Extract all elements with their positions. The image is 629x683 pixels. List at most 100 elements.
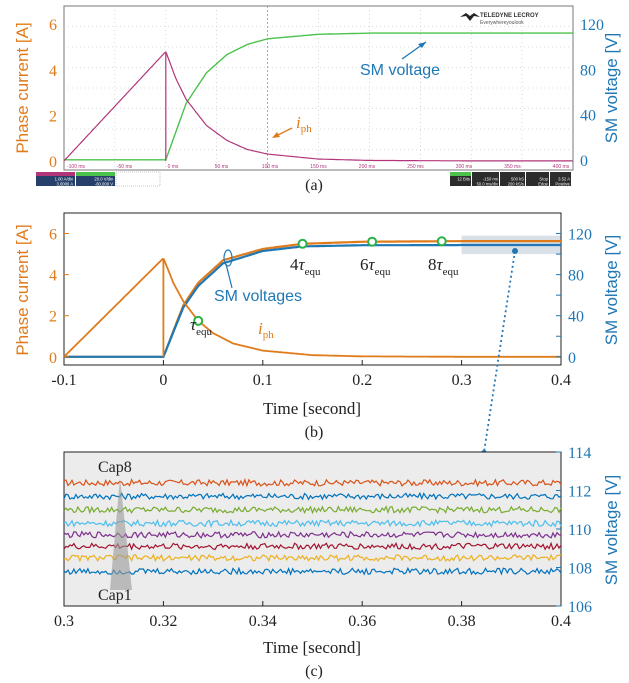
cap-bracket-wedge bbox=[110, 478, 132, 590]
status-chip-right-line2: 50.0 ms/div bbox=[477, 182, 499, 187]
panel-c-x-tick-label: 0.4 bbox=[551, 613, 571, 630]
phase-current-curve bbox=[63, 258, 561, 358]
sm-voltage-upper-curve bbox=[64, 240, 561, 358]
cap8-label: Cap8 bbox=[98, 459, 132, 476]
panel-c-right-axis-label: SM voltage [V] bbox=[602, 475, 621, 586]
status-chip-header bbox=[36, 172, 75, 176]
tau-label-subscript: equ bbox=[305, 266, 321, 278]
tau-label-multiplier: 8 bbox=[428, 255, 437, 274]
status-chip-right-line1: 12 Bits bbox=[457, 177, 470, 182]
panel-b-right-tick-label: 80 bbox=[568, 268, 584, 285]
sm-voltage-arrowhead bbox=[418, 42, 426, 48]
brand-text: TELEDYNE LECROY bbox=[480, 13, 539, 19]
panel-b-right-tick-label: 120 bbox=[568, 227, 592, 244]
scope-brand-logo: TELEDYNE LECROY Everywhereyoulook bbox=[460, 13, 539, 26]
panel-c-right-ticks: 106 108 110 112 114 bbox=[556, 445, 592, 616]
panel-c-x-tick-label: 0.38 bbox=[448, 613, 476, 630]
scope-time-ticks: -100 ms -50 ms 0 ms 50 ms 100 ms 150 ms 200 ms… bbox=[67, 164, 570, 170]
tau-label-symbol: τ bbox=[369, 255, 376, 274]
panel-b: -0.1 0 0.1 0.2 0.3 0.4 0 2 4 6 0 40 80 120 Phase cu… bbox=[13, 212, 621, 441]
tau-label: 4τequ bbox=[290, 255, 321, 278]
tau-marker bbox=[367, 236, 378, 247]
capacitor-voltage-trace bbox=[63, 518, 562, 528]
tau-label-symbol: τ bbox=[190, 315, 197, 334]
scope-time-tick-label: 150 ms bbox=[310, 164, 327, 170]
panel-b-left-tick-label: 6 bbox=[49, 227, 57, 244]
panel-c-x-tick-label: 0.3 bbox=[54, 613, 74, 630]
scope-time-tick-label: -100 ms bbox=[67, 164, 86, 170]
panel-b-x-tick-label: 0.3 bbox=[452, 372, 472, 389]
panel-c-x-tick-label: 0.36 bbox=[348, 613, 376, 630]
panel-b-left-tick-label: 2 bbox=[49, 309, 57, 326]
panel-b-left-axis-label: Phase current [A] bbox=[13, 224, 32, 355]
status-chip-right-line1: -150 ms bbox=[483, 177, 498, 182]
tau-marker bbox=[297, 238, 308, 249]
panel-b-right-axis-label: SM voltage [V] bbox=[602, 235, 621, 346]
status-chip-right bbox=[550, 172, 571, 186]
scope-time-tick-label: 250 ms bbox=[407, 164, 424, 170]
iph-arrowhead-a bbox=[272, 132, 280, 138]
panel-b-x-tick-label: 0 bbox=[159, 372, 167, 389]
scope-time-tick-label: 50 ms bbox=[215, 164, 229, 170]
scope-time-tick-label: 200 ms bbox=[359, 164, 376, 170]
capacitor-voltage-trace bbox=[63, 566, 562, 576]
status-chip-line2: -60.000 V bbox=[95, 182, 113, 187]
status-chip-line2: 3.0000 A bbox=[56, 182, 73, 187]
panel-b-right-tick-label: 40 bbox=[568, 309, 584, 326]
iph-label-b: iph bbox=[258, 319, 274, 341]
panel-c: Cap8 Cap1 0.3 0.32 0.34 0.36 0.38 0.4 1061081… bbox=[54, 445, 621, 680]
sm-voltage-lower-curve bbox=[64, 243, 561, 358]
tau-label: 8τequ bbox=[428, 255, 459, 278]
status-chip-body bbox=[36, 176, 75, 186]
panel-a-left-tick-label: 2 bbox=[49, 108, 57, 125]
status-chip-header bbox=[76, 172, 115, 176]
status-chip-right bbox=[472, 172, 499, 186]
iph-annotation-a: iph bbox=[272, 113, 312, 138]
status-chip-right-line2: 200 kS/s bbox=[508, 182, 524, 187]
tau-label: 6τequ bbox=[360, 255, 391, 278]
capacitor-voltage-trace bbox=[63, 478, 562, 488]
panel-b-x-tick-label: 0.2 bbox=[352, 372, 372, 389]
sm-voltages-label: SM voltages bbox=[214, 288, 302, 305]
iph-label-a-sub: ph bbox=[301, 123, 313, 135]
status-chip-right-line2: Positive bbox=[555, 182, 570, 187]
scope-grid bbox=[64, 6, 573, 170]
panel-a-caption: (a) bbox=[305, 177, 323, 194]
panel-b-left-tick-label: 0 bbox=[49, 350, 57, 367]
panel-b-caption: (b) bbox=[305, 424, 324, 441]
panel-b-x-axis-label: Time [second] bbox=[263, 399, 361, 418]
capacitor-voltage-trace bbox=[63, 491, 562, 501]
capacitor-voltage-traces bbox=[63, 478, 562, 576]
sm-voltage-annotation: SM voltage bbox=[360, 41, 440, 79]
panel-c-x-tick-label: 0.32 bbox=[149, 613, 177, 630]
panel-c-right-tick-label: 106 bbox=[568, 599, 592, 616]
panel-c-right-tick-label: 114 bbox=[568, 445, 591, 462]
sm-voltages-leader bbox=[225, 263, 233, 289]
status-empty-slot bbox=[115, 171, 161, 187]
panel-b-plot-frame bbox=[63, 212, 562, 366]
scope-traces bbox=[63, 32, 573, 162]
panel-b-left-ticks: 0 2 4 6 bbox=[49, 227, 69, 367]
scope-time-tick-label: 0 ms bbox=[168, 164, 179, 170]
status-chip-right-header bbox=[450, 172, 471, 176]
panel-b-curves bbox=[63, 240, 561, 358]
capacitor-voltage-trace bbox=[63, 530, 562, 539]
panel-b-x-tick-label: -0.1 bbox=[51, 372, 76, 389]
capacitor-voltage-trace bbox=[63, 553, 562, 563]
status-chip-right-line1: Stop bbox=[539, 177, 548, 182]
status-chip-body bbox=[76, 176, 115, 186]
status-chip-right bbox=[526, 172, 549, 186]
capacitor-voltage-trace bbox=[63, 541, 562, 551]
tau-label-symbol: τ bbox=[299, 255, 306, 274]
status-chip-right-line1: 3.52 A bbox=[558, 177, 570, 182]
cap1-label: Cap1 bbox=[98, 587, 132, 604]
scope-time-tick-label: 350 ms bbox=[504, 164, 521, 170]
panel-a-left-tick-label: 4 bbox=[49, 63, 57, 80]
panel-a-left-tick-label: 6 bbox=[49, 17, 57, 34]
tau-label-subscript: equ bbox=[196, 326, 212, 338]
panel-c-right-tick-label: 110 bbox=[568, 522, 591, 539]
sm-voltage-label: SM voltage bbox=[360, 62, 440, 79]
panel-b-left-tick-label: 4 bbox=[49, 268, 57, 285]
tau-label-multiplier: 6 bbox=[360, 255, 369, 274]
